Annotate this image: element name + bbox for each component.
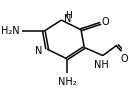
Text: O: O	[121, 54, 128, 64]
Text: N: N	[35, 46, 43, 56]
Text: NH: NH	[94, 60, 109, 70]
Text: O: O	[101, 17, 109, 27]
Text: H: H	[65, 11, 72, 20]
Text: H₂N: H₂N	[1, 26, 20, 36]
Text: N: N	[64, 14, 71, 24]
Text: NH₂: NH₂	[58, 77, 76, 87]
